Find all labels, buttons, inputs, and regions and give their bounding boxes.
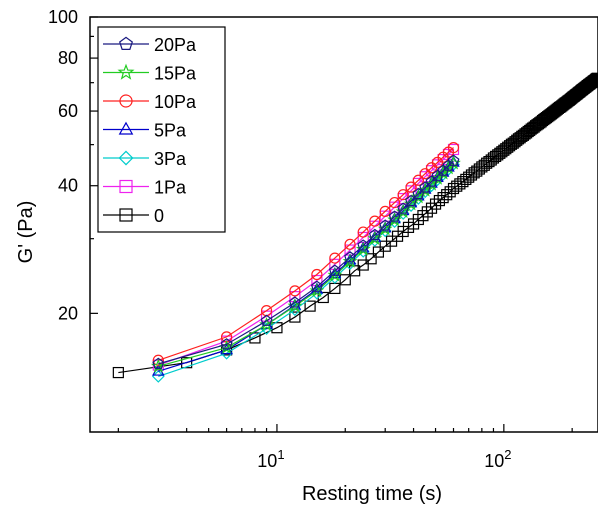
y-axis-label: G' (Pa) [15,201,37,264]
axes: 101 102 20 40 60 80 100 Resting time (s) G' (… [15,7,598,505]
legend-item: 15Pa [103,64,197,84]
data-point [419,181,432,193]
data-point [447,142,460,154]
data-point [429,198,442,210]
legend-label: 1Pa [154,178,187,198]
data-point [304,300,316,312]
data-point [368,228,381,241]
data-point [112,366,124,379]
data-point [431,169,444,181]
data-point [425,175,438,187]
data-point [369,215,381,227]
legend-label: 20Pa [154,35,197,55]
legend-item: 1Pa [103,178,187,198]
data-point [344,251,356,263]
data-point [289,311,301,323]
y-tick-label: 20 [58,303,78,323]
legend-marker [119,179,133,194]
data-point [379,219,392,231]
data-point [437,192,449,204]
data-point [220,338,233,350]
data-point [339,274,351,286]
y-tick-label: 40 [58,176,78,196]
data-point [349,265,361,277]
data-point [344,238,356,250]
legend-label: 3Pa [154,149,187,169]
legend: 20Pa 15Pa 10Pa 5Pa 3Pa 1Pa 0 [97,26,226,233]
y-tick-label: 60 [58,101,78,121]
legend-marker [118,150,134,166]
data-point [388,196,401,209]
y-tick-label: 80 [58,48,78,68]
data-point [329,252,341,264]
data-point [289,285,301,297]
legend-label: 0 [154,206,164,226]
data-point [433,194,446,207]
data-point [388,210,401,222]
data-point [152,357,165,369]
data-point [310,280,323,292]
data-point [357,259,369,271]
data-point [181,357,193,369]
legend-marker [117,63,135,80]
data-point [441,189,453,201]
data-point [444,186,456,198]
data-point [260,314,273,326]
legend-item: 10Pa [103,92,197,112]
data-point [591,72,598,84]
plot-frame [89,16,598,433]
data-point [417,210,429,222]
legend-item: 0 [103,206,164,226]
x-tick-label: 102 [484,447,511,471]
data-point [357,226,369,238]
data-point [442,159,455,171]
x-tick-label: 101 [257,447,284,471]
x-axis-label: Resting time (s) [302,483,442,505]
data-point [425,202,438,214]
data-point [460,173,472,185]
data-point [288,296,301,308]
y-tick-label: 100 [48,7,78,27]
x-axis-ticks: 101 102 [117,424,573,471]
data-point [437,164,450,176]
data-point [447,154,460,166]
plot-marks [112,72,598,383]
y-axis-ticks: 20 40 60 80 100 [48,7,98,323]
data-point [311,268,323,281]
data-point [397,202,410,214]
data-point [379,205,391,217]
data-point [412,174,424,186]
data-point [260,318,273,330]
legend-label: 15Pa [154,64,197,84]
data-point [365,253,377,265]
legend-label: 5Pa [154,121,187,141]
legend-marker [118,121,134,135]
data-point [372,246,385,258]
data-point [152,354,164,366]
legend-item: 3Pa [103,149,187,169]
data-point [328,264,341,276]
data-point [419,168,431,180]
series-20Pa [152,154,460,369]
data-point [421,206,433,218]
series-10Pa [152,142,460,366]
data-point [249,332,261,344]
legend-label: 10Pa [154,92,197,112]
legend-item: 5Pa [103,121,187,141]
data-point [405,181,417,193]
data-point [397,189,409,201]
data-point [357,239,370,251]
legend-marker [119,36,133,50]
legend-marker [119,94,133,108]
data-point [589,74,598,86]
legend-item: 20Pa [103,35,197,55]
legend-marker [119,208,133,222]
